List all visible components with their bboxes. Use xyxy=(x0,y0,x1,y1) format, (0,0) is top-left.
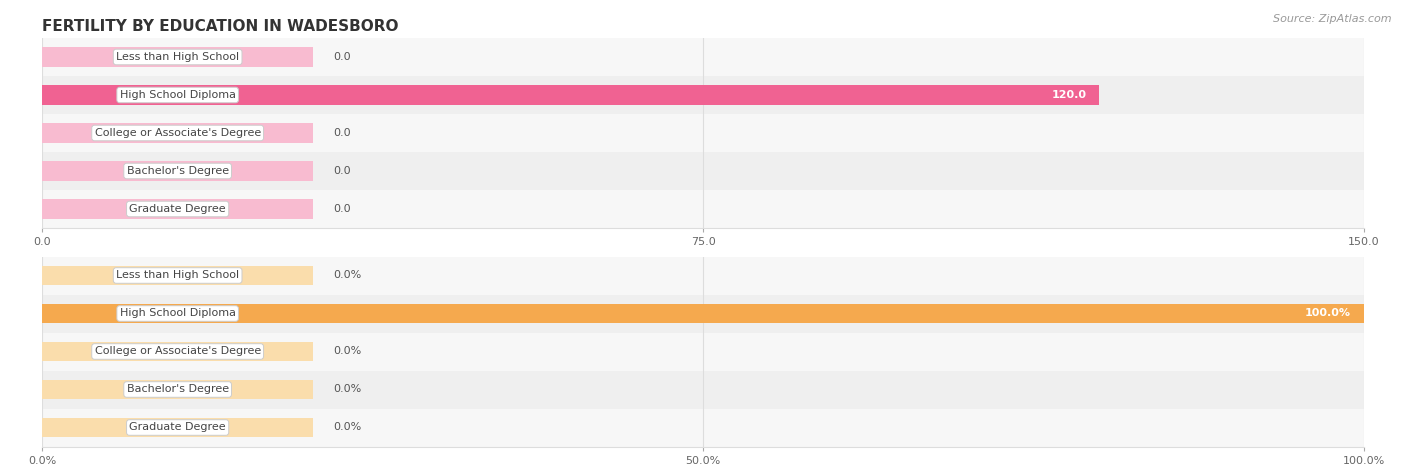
Bar xyxy=(42,199,314,219)
Text: 0.0: 0.0 xyxy=(333,204,350,214)
Text: 0.0%: 0.0% xyxy=(333,422,361,433)
Text: 0.0%: 0.0% xyxy=(333,270,361,281)
Bar xyxy=(42,370,1364,408)
Text: College or Associate's Degree: College or Associate's Degree xyxy=(94,128,260,138)
Bar xyxy=(42,85,314,105)
Bar xyxy=(42,38,1364,76)
Bar xyxy=(42,418,314,437)
Text: High School Diploma: High School Diploma xyxy=(120,308,236,319)
Bar xyxy=(42,380,314,399)
Bar xyxy=(42,47,314,67)
Text: Less than High School: Less than High School xyxy=(117,270,239,281)
Text: 0.0%: 0.0% xyxy=(333,346,361,357)
Bar xyxy=(42,304,314,323)
Text: Bachelor's Degree: Bachelor's Degree xyxy=(127,384,229,395)
Text: 120.0: 120.0 xyxy=(1052,90,1087,100)
Bar xyxy=(42,76,1364,114)
Text: Graduate Degree: Graduate Degree xyxy=(129,422,226,433)
Bar xyxy=(42,266,314,285)
Text: High School Diploma: High School Diploma xyxy=(120,90,236,100)
Bar xyxy=(42,408,1364,446)
Bar xyxy=(42,256,1364,294)
Bar xyxy=(42,190,1364,228)
Text: 0.0: 0.0 xyxy=(333,52,350,62)
Text: Source: ZipAtlas.com: Source: ZipAtlas.com xyxy=(1274,14,1392,24)
Bar xyxy=(42,85,1099,105)
Bar xyxy=(42,114,1364,152)
Text: FERTILITY BY EDUCATION IN WADESBORO: FERTILITY BY EDUCATION IN WADESBORO xyxy=(42,19,399,34)
Bar xyxy=(42,152,1364,190)
Bar xyxy=(42,332,1364,371)
Bar xyxy=(42,304,1364,323)
Text: 100.0%: 100.0% xyxy=(1305,308,1351,319)
Bar xyxy=(42,161,314,181)
Bar xyxy=(42,123,314,143)
Text: 0.0%: 0.0% xyxy=(333,384,361,395)
Text: Graduate Degree: Graduate Degree xyxy=(129,204,226,214)
Text: College or Associate's Degree: College or Associate's Degree xyxy=(94,346,260,357)
Text: 0.0: 0.0 xyxy=(333,128,350,138)
Bar xyxy=(42,294,1364,332)
Text: 0.0: 0.0 xyxy=(333,166,350,176)
Text: Less than High School: Less than High School xyxy=(117,52,239,62)
Text: Bachelor's Degree: Bachelor's Degree xyxy=(127,166,229,176)
Bar xyxy=(42,342,314,361)
